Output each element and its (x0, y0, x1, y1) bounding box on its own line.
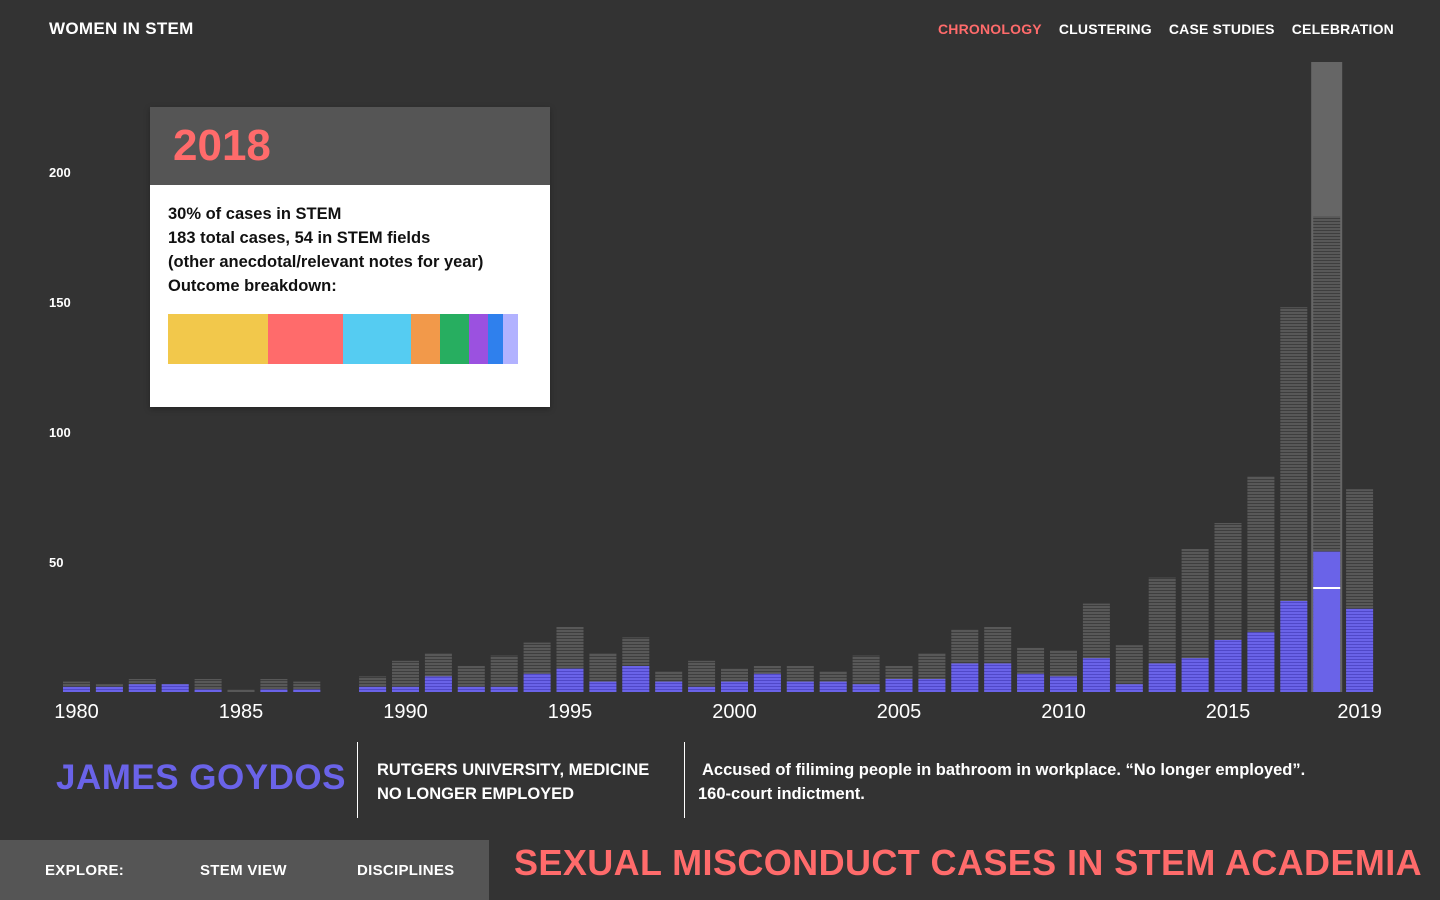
stem-bar[interactable] (1181, 658, 1209, 692)
tooltip-stem-percent: 30% of cases in STEM (168, 205, 342, 223)
tooltip-header: 2018 (150, 107, 550, 185)
breakdown-segment (268, 314, 343, 364)
x-tick-label: 2005 (877, 701, 922, 723)
cases-bar-chart: 50 100 150 200 1980 1985 1990 1995 2000 2005 2010… (49, 62, 1382, 723)
x-tick-label: 2000 (712, 701, 757, 723)
stem-bar[interactable] (885, 679, 913, 692)
detail-divider (357, 742, 358, 818)
stem-bar[interactable] (424, 676, 452, 692)
stem-bar[interactable] (95, 686, 123, 692)
stem-view-button[interactable]: STEM VIEW (200, 861, 287, 879)
stem-bar[interactable] (1017, 673, 1045, 692)
x-tick-label: 1985 (219, 701, 264, 723)
bars (63, 62, 1374, 692)
stem-bar[interactable] (918, 679, 946, 692)
x-tick-label: 1995 (548, 701, 593, 723)
stem-bar[interactable] (1115, 684, 1143, 692)
case-affiliation: RUTGERS UNIVERSITY, MEDICINE NO LONGER E… (377, 758, 649, 806)
x-tick-label: 2010 (1041, 701, 1086, 723)
stem-bar[interactable] (1280, 601, 1308, 692)
breakdown-segment (468, 314, 488, 364)
breakdown-segment (487, 314, 503, 364)
total-bar[interactable] (227, 689, 255, 692)
stem-bar[interactable] (161, 684, 189, 692)
tooltip-breakdown-label: Outcome breakdown: (168, 277, 337, 295)
breakdown-segment (502, 314, 518, 364)
stem-bar[interactable] (556, 668, 584, 692)
app-title: WOMEN IN STEM (49, 19, 194, 38)
explore-label: EXPLORE: (45, 861, 125, 879)
case-detail: JAMES GOYDOS RUTGERS UNIVERSITY, MEDICIN… (0, 742, 1440, 818)
stem-bar[interactable] (194, 689, 222, 692)
stem-bar[interactable] (852, 684, 880, 692)
x-axis: 1980 1985 1990 1995 2000 2005 2010 2015 2019 (54, 701, 1382, 723)
x-tick-label: 1980 (54, 701, 99, 723)
stem-bar[interactable] (1346, 608, 1374, 692)
stem-bar[interactable] (1313, 551, 1341, 692)
breakdown-segment (439, 314, 469, 364)
total-bar[interactable] (490, 655, 518, 692)
stem-bar[interactable] (655, 681, 683, 692)
tooltip-year: 2018 (173, 121, 271, 170)
page-title: SEXUAL MISCONDUCT CASES IN STEM ACADEMIA (514, 842, 1423, 883)
stem-bar[interactable] (1148, 663, 1176, 692)
case-person-name[interactable]: JAMES GOYDOS (56, 758, 346, 797)
nav-chronology[interactable]: CHRONOLOGY (937, 21, 1042, 37)
detail-divider (684, 742, 685, 818)
nav-celebration[interactable]: CELEBRATION (1291, 21, 1394, 37)
y-tick-label: 150 (49, 295, 71, 310)
y-tick-label: 50 (49, 555, 63, 570)
breakdown-segment (342, 314, 411, 364)
x-tick-label: 2015 (1206, 701, 1251, 723)
stem-bar[interactable] (490, 686, 518, 692)
case-description-line: 160-court indictment. (698, 785, 865, 803)
stem-bar[interactable] (260, 689, 288, 692)
disciplines-button[interactable]: DISCIPLINES (357, 861, 455, 879)
nav-case-studies[interactable]: CASE STUDIES (1168, 21, 1275, 37)
stem-bar[interactable] (63, 686, 90, 692)
x-tick-label: 1990 (383, 701, 428, 723)
stem-bar[interactable] (819, 681, 847, 692)
tooltip-case-counts: 183 total cases, 54 in STEM fields (168, 229, 431, 247)
y-axis: 50 100 150 200 (49, 165, 71, 570)
stem-bar[interactable] (688, 686, 716, 692)
x-tick-label: 2019 (1337, 701, 1382, 723)
y-tick-label: 200 (49, 165, 71, 180)
stem-bar[interactable] (721, 681, 748, 692)
top-nav: CHRONOLOGY CLUSTERING CASE STUDIES CELEB… (938, 21, 1394, 37)
stem-bar[interactable] (786, 681, 814, 692)
total-bar[interactable] (260, 679, 288, 692)
case-description: Accused of filiming people in bathroom i… (698, 758, 1378, 806)
stem-bar[interactable] (392, 686, 419, 692)
breakdown-segment (168, 314, 269, 364)
stem-bar[interactable] (984, 663, 1012, 692)
stem-bar[interactable] (359, 686, 387, 692)
nav-clustering[interactable]: CLUSTERING (1058, 21, 1152, 37)
stem-bar[interactable] (1082, 658, 1110, 692)
outcome-breakdown-bar (168, 314, 518, 364)
tooltip-body: 30% of cases in STEM 183 total cases, 54… (150, 185, 550, 364)
stem-bar[interactable] (622, 666, 650, 692)
year-tooltip: 2018 30% of cases in STEM 183 total case… (150, 107, 550, 407)
stem-bar[interactable] (128, 684, 156, 692)
breakdown-segment (410, 314, 440, 364)
explore-bar: EXPLORE: STEM VIEW DISCIPLINES (0, 840, 489, 900)
total-bar[interactable] (293, 681, 321, 692)
stem-bar[interactable] (457, 686, 485, 692)
stem-bar[interactable] (753, 673, 781, 692)
stem-bar[interactable] (951, 663, 979, 692)
stem-bar[interactable] (1050, 676, 1077, 692)
y-tick-label: 100 (49, 425, 71, 440)
case-outcome: NO LONGER EMPLOYED (377, 785, 575, 803)
stem-bar[interactable] (1214, 640, 1242, 692)
case-description-line: Accused of filiming people in bathroom i… (698, 761, 1306, 779)
case-institution: RUTGERS UNIVERSITY, MEDICINE (377, 761, 650, 779)
total-bar[interactable] (194, 679, 222, 692)
stem-bar[interactable] (1247, 632, 1275, 692)
stem-bar[interactable] (293, 689, 321, 692)
stem-bar[interactable] (589, 681, 617, 692)
tooltip-notes: (other anecdotal/relevant notes for year… (168, 253, 484, 271)
stem-bar[interactable] (523, 673, 551, 692)
